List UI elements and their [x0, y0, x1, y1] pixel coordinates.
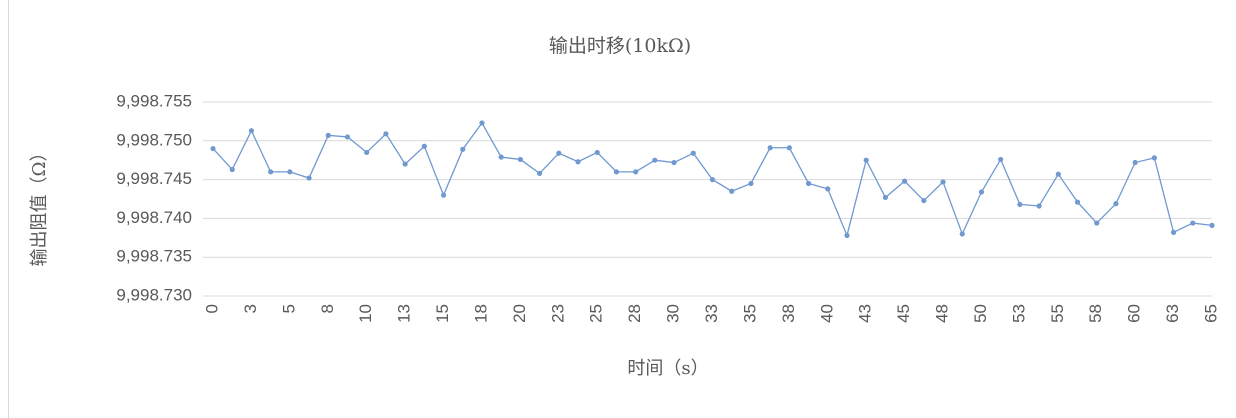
data-point — [479, 120, 485, 126]
y-tick-label: 9,998.735 — [116, 247, 192, 266]
data-point — [1036, 203, 1042, 209]
x-tick-label: 50 — [971, 304, 990, 323]
data-point — [940, 179, 946, 185]
data-point — [248, 128, 255, 134]
data-point — [460, 146, 466, 152]
data-point — [1074, 199, 1081, 205]
data-point — [844, 232, 850, 239]
x-tick-label: 40 — [817, 304, 836, 323]
data-point — [517, 156, 523, 163]
x-tick-label: 65 — [1201, 304, 1220, 323]
y-axis-title: 输出阻值（Ω） — [29, 144, 50, 267]
x-tick-label: 48 — [933, 304, 952, 323]
x-tick-label: 20 — [510, 304, 529, 323]
data-point — [978, 189, 985, 195]
data-point — [767, 145, 773, 151]
data-point — [633, 169, 639, 175]
data-point — [229, 166, 235, 173]
data-point — [498, 154, 504, 160]
data-point — [536, 170, 543, 176]
x-tick-label: 10 — [356, 304, 375, 323]
data-point — [556, 150, 562, 156]
y-tick-label: 9,998.740 — [116, 208, 192, 227]
data-point — [709, 177, 716, 183]
x-axis-title: 时间（s） — [627, 358, 708, 379]
x-tick-label: 15 — [433, 304, 452, 323]
x-tick-label: 43 — [856, 304, 875, 323]
x-tick-label: 45 — [894, 304, 913, 323]
data-point — [1190, 220, 1196, 226]
data-point — [882, 194, 889, 201]
x-tick-label: 30 — [664, 304, 683, 323]
y-tick-label: 9,998.730 — [116, 285, 192, 304]
x-tick-label: 33 — [702, 304, 721, 323]
data-point — [1113, 201, 1119, 207]
data-point — [1017, 201, 1023, 208]
data-point — [613, 169, 620, 175]
data-point — [959, 231, 965, 237]
x-tick-label: 55 — [1048, 304, 1067, 323]
x-tick-label: 13 — [395, 304, 414, 323]
x-tick-label: 53 — [1009, 304, 1028, 323]
data-point — [325, 132, 331, 138]
y-tick-label: 9,998.745 — [116, 169, 192, 188]
data-point — [1055, 171, 1061, 177]
data-point — [268, 169, 274, 175]
data-point — [364, 149, 370, 156]
x-tick-label: 63 — [1163, 304, 1182, 323]
y-tick-label: 9,998.750 — [116, 130, 192, 149]
data-point — [287, 169, 293, 175]
data-point — [729, 188, 735, 194]
data-point — [344, 134, 351, 140]
x-tick-label: 58 — [1086, 304, 1105, 323]
x-tick-label: 23 — [548, 304, 567, 323]
data-point — [998, 156, 1004, 163]
data-point — [652, 157, 658, 163]
x-tick-label: 28 — [625, 304, 644, 323]
data-point — [575, 159, 581, 165]
data-point — [383, 131, 389, 137]
data-point — [210, 145, 216, 152]
data-point — [748, 180, 754, 187]
y-tick-label: 9,998.755 — [116, 91, 192, 110]
x-tick-label: 3 — [241, 304, 260, 313]
data-point — [594, 149, 600, 156]
data-point — [863, 157, 869, 163]
x-tick-label: 38 — [779, 304, 798, 323]
x-tick-label: 18 — [471, 304, 490, 323]
x-tick-label: 0 — [202, 304, 221, 313]
x-tick-label: 25 — [587, 304, 606, 323]
data-point — [805, 180, 812, 187]
data-point — [306, 175, 312, 181]
data-point — [1094, 220, 1100, 226]
x-tick-label: 5 — [279, 304, 298, 313]
data-point — [402, 161, 408, 167]
data-point — [902, 178, 908, 184]
x-tick-label: 8 — [318, 304, 337, 313]
data-point — [1132, 159, 1138, 166]
x-tick-label: 35 — [740, 304, 759, 323]
data-point — [1170, 229, 1177, 235]
chart-title: 输出时移(10kΩ) — [549, 35, 691, 57]
data-point — [1151, 155, 1157, 161]
data-point — [440, 192, 447, 198]
data-point — [690, 150, 696, 156]
data-point — [1209, 222, 1215, 228]
data-point — [786, 145, 792, 151]
data-point — [671, 159, 677, 166]
data-point — [921, 197, 927, 204]
data-point — [421, 143, 427, 149]
x-tick-label: 60 — [1125, 304, 1144, 323]
data-point — [825, 186, 831, 192]
